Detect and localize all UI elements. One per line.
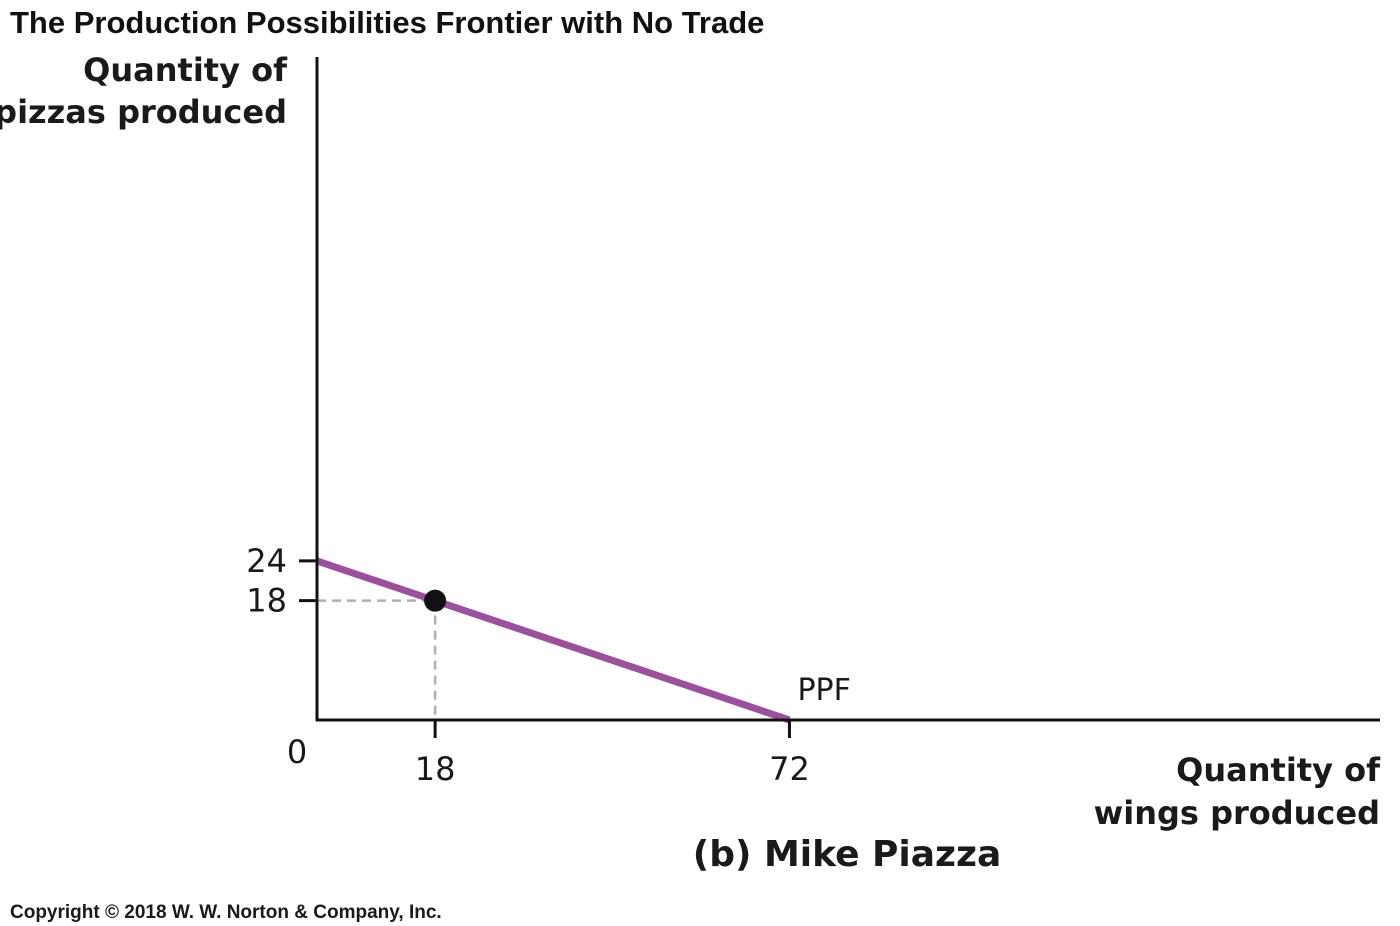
production-point-marker [424,589,447,612]
ppf-curve-label: PPF [797,673,850,708]
panel-label: (b) Mike Piazza [693,834,1002,875]
origin-label: 0 [287,733,307,771]
x-tick-label: 72 [769,750,810,788]
copyright-notice: Copyright © 2018 W. W. Norton & Company,… [10,902,442,923]
x-axis-label-line2: wings produced [1094,794,1380,832]
x-tick-label: 18 [415,750,456,788]
y-axis-label-line2: pizzas produced [0,93,287,131]
y-axis-label-line1: Quantity of [83,51,288,89]
ppf-line [315,557,791,724]
y-tick-label: 24 [246,542,287,580]
x-axis-label-line1: Quantity of [1176,751,1381,789]
y-tick-label: 18 [246,582,287,620]
chart-title: The Production Possibilities Frontier wi… [10,5,764,40]
